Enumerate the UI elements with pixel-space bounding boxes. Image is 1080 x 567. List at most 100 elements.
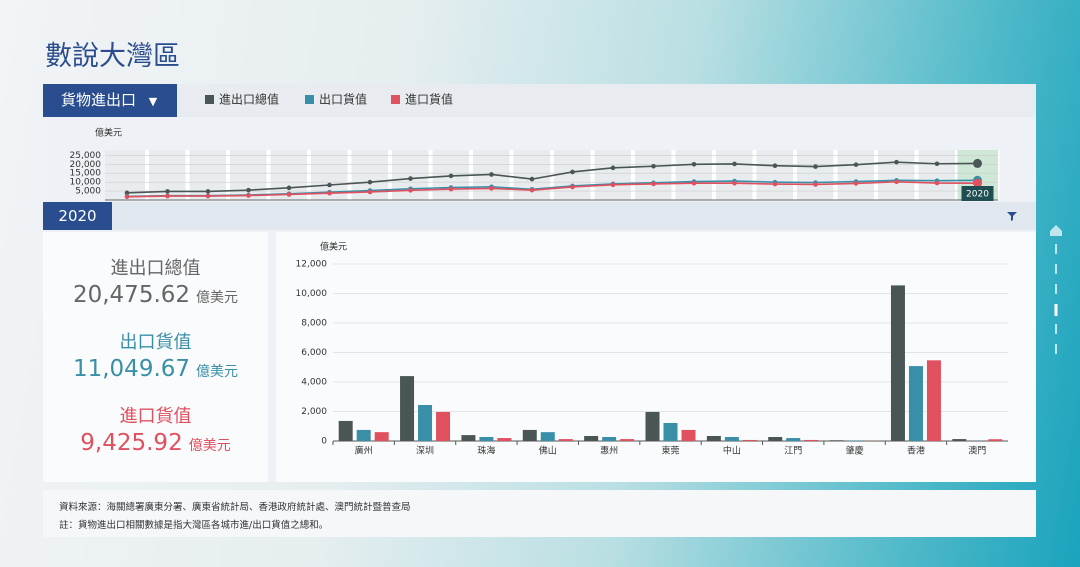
column-stripe	[955, 150, 959, 200]
summary-value: 20,475.62	[72, 282, 191, 308]
point	[327, 190, 332, 196]
point	[246, 193, 251, 198]
point	[124, 194, 130, 200]
point	[286, 192, 292, 197]
bar	[620, 439, 635, 441]
series-line	[126, 180, 978, 198]
bar	[584, 435, 599, 441]
point	[610, 182, 616, 188]
bar	[890, 285, 905, 441]
column-stripe	[752, 150, 757, 200]
point	[286, 185, 292, 191]
point	[205, 193, 211, 199]
point	[732, 161, 737, 167]
point	[408, 188, 413, 193]
y-tick-label: 2,000	[301, 407, 327, 417]
column-stripe	[833, 150, 838, 200]
column-stripe	[145, 150, 149, 200]
summary-row: 20,475.62 億美元	[43, 282, 268, 308]
summary-label: 進口貨值	[119, 406, 192, 427]
bar	[804, 439, 819, 441]
x-tick-label: 深圳	[416, 446, 434, 457]
summary-panel: 進出口總值 20,475.62 億美元 出口貨值 11,049.67 億美元 進口貨值 9,4…	[43, 232, 268, 482]
x-tick-label: 香港	[907, 445, 925, 457]
year-bar	[43, 202, 1036, 230]
series-line	[126, 161, 978, 194]
bar	[908, 366, 923, 441]
point	[367, 179, 373, 185]
x-tick-label: 惠州	[600, 445, 618, 457]
bar	[829, 440, 844, 441]
summary-unit: 億美元	[188, 438, 231, 454]
point	[651, 181, 656, 187]
dropdown[interactable]: 貨物進出口 ▼	[43, 84, 177, 117]
point	[651, 163, 656, 169]
bar	[742, 439, 757, 441]
point	[772, 163, 778, 169]
column-stripe	[509, 150, 514, 200]
bar	[663, 423, 678, 441]
x-tick-label: 中山	[723, 445, 741, 457]
point	[973, 158, 982, 168]
column-stripe	[226, 150, 230, 200]
x-tick-label: 澳門	[968, 445, 986, 457]
column-stripe	[185, 150, 190, 200]
column-stripe	[671, 150, 676, 200]
point	[570, 169, 575, 175]
point	[246, 187, 251, 193]
filter-icon[interactable]	[1006, 210, 1018, 222]
bar	[461, 435, 476, 441]
bar	[374, 432, 389, 441]
legend-label: 進口貨值	[405, 92, 453, 107]
column-stripe	[914, 150, 919, 200]
point	[124, 190, 130, 196]
column-stripe	[793, 150, 797, 200]
page-title: 數說大灣區	[45, 41, 180, 72]
column-stripe	[631, 150, 635, 200]
note: 註：貨物進出口相關數據是指大灣區各城市進/出口貨值之總和。	[59, 520, 329, 531]
column-stripe	[590, 150, 595, 200]
y-axis-label: 億美元	[95, 127, 122, 139]
bar	[436, 411, 451, 441]
x-tick-label: 東莞	[661, 445, 679, 457]
point	[165, 193, 170, 199]
column-stripe	[712, 150, 716, 200]
side-nav[interactable]	[1048, 222, 1064, 362]
y-tick-label: 6,000	[301, 348, 327, 358]
y-tick-label: 0	[321, 437, 327, 447]
point	[408, 176, 413, 181]
point	[732, 180, 737, 186]
point	[529, 176, 535, 182]
column-stripe	[347, 150, 352, 200]
bar	[338, 420, 353, 441]
point	[853, 162, 859, 167]
point	[610, 165, 616, 171]
y-tick-label: 12,000	[296, 260, 328, 270]
point	[894, 179, 899, 185]
summary-row: 9,425.92 億美元	[43, 430, 268, 456]
bar	[418, 405, 433, 441]
x-tick-label: 肇慶	[846, 445, 864, 457]
bar	[602, 437, 617, 441]
point	[489, 186, 494, 191]
bar	[645, 411, 660, 441]
year-tab[interactable]: 2020	[43, 202, 112, 230]
point	[813, 164, 818, 169]
point	[529, 187, 535, 193]
bar	[681, 429, 696, 441]
point	[973, 178, 982, 188]
point	[448, 173, 454, 179]
y-tick-label: 20,000	[70, 160, 102, 170]
bar	[768, 437, 783, 441]
column-stripe	[874, 150, 878, 200]
bar	[847, 440, 862, 441]
x-tick-label: 佛山	[539, 445, 557, 457]
source: 資料來源：海關總署廣東分署、廣東省統計局、香港政府統計處、澳門統計暨普查局	[59, 502, 411, 513]
summary-label: 出口貨值	[119, 332, 192, 353]
legend-swatch	[305, 95, 314, 104]
bar	[540, 432, 555, 441]
point	[691, 180, 697, 186]
y-tick-label: 15,000	[70, 169, 102, 179]
footer: 資料來源：海關總署廣東分署、廣東省統計局、香港政府統計處、澳門統計暨普查局 註：…	[43, 490, 1036, 537]
